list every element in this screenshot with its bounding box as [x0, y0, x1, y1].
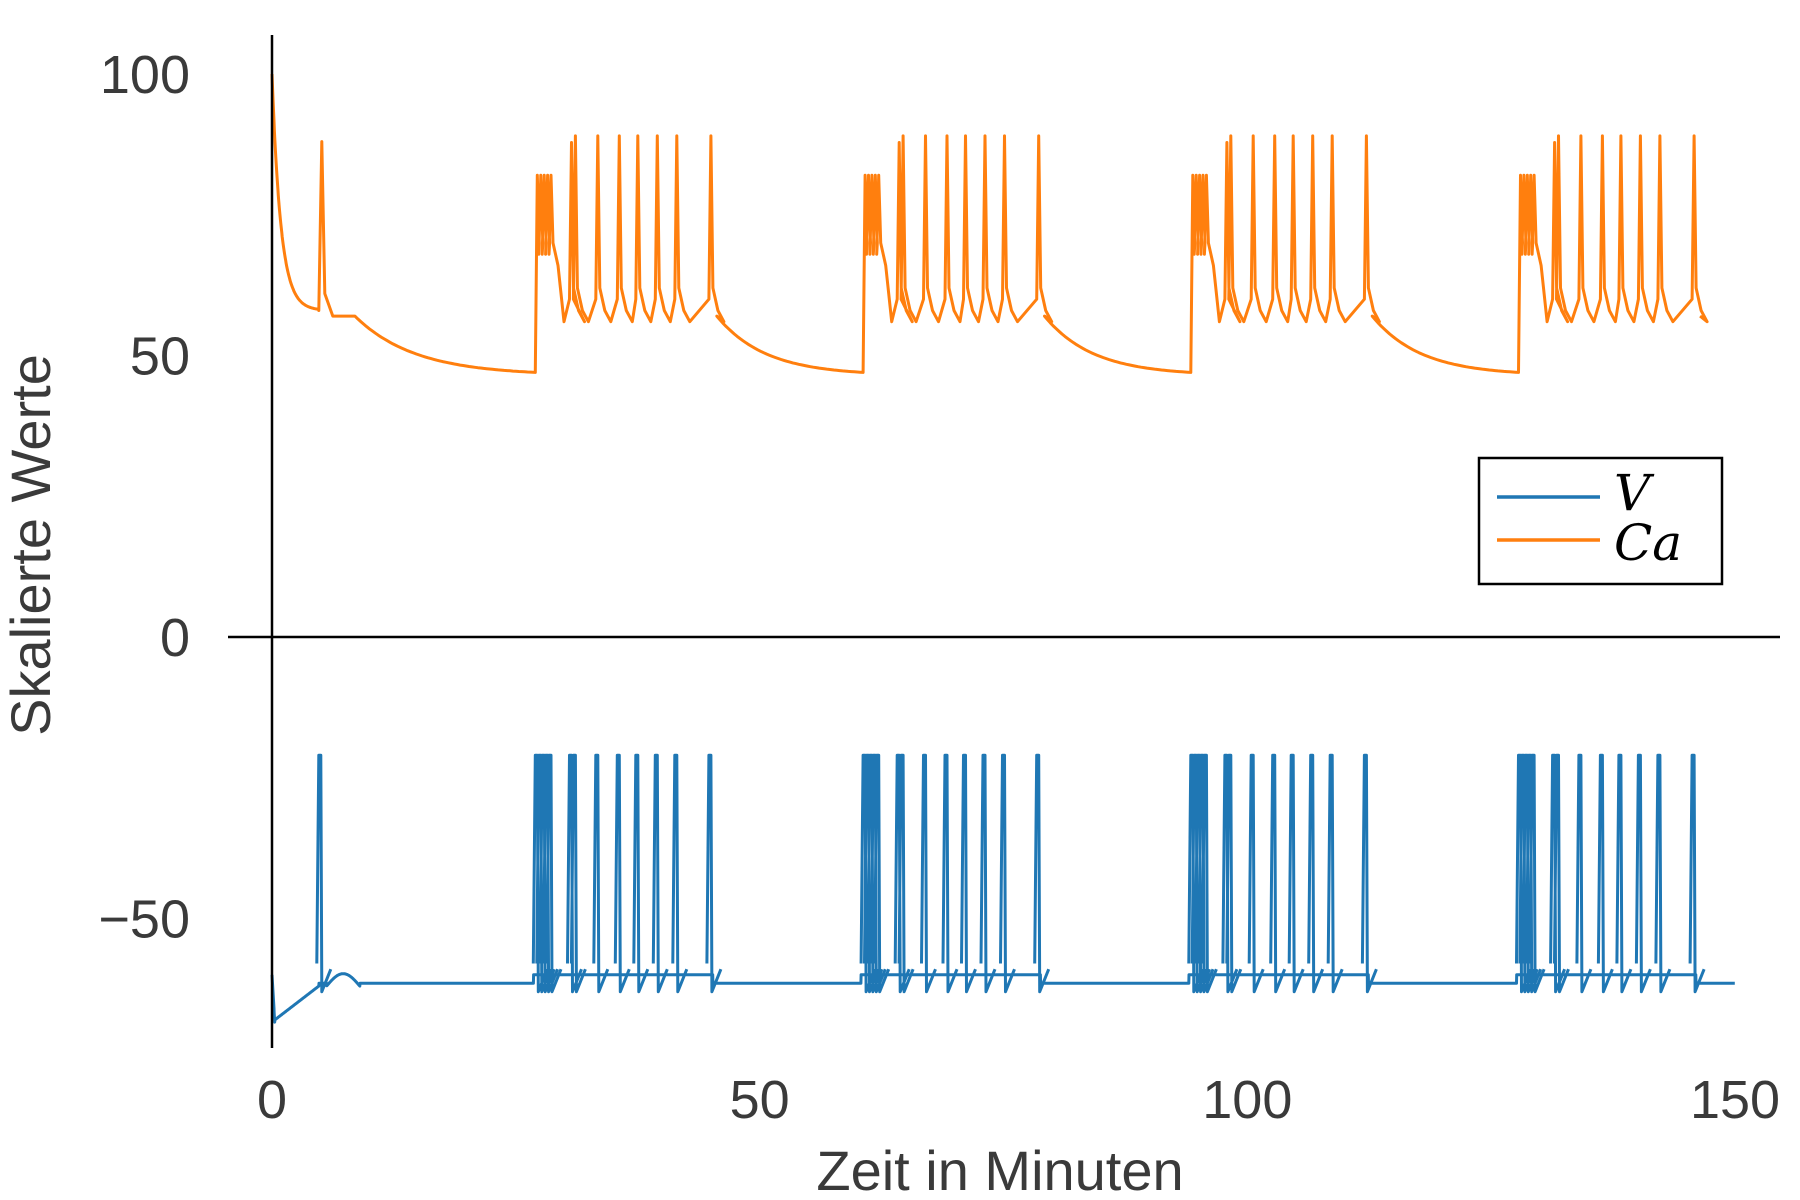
- series-line-ca: [270, 73, 1709, 374]
- x-tick-label: 50: [730, 1070, 790, 1130]
- x-axis-label: Zeit in Minuten: [816, 1139, 1183, 1200]
- y-tick-label: −50: [98, 890, 190, 950]
- y-tick-labels: −50 0 50 100: [98, 45, 190, 950]
- x-tick-label: 150: [1690, 1070, 1780, 1130]
- series-line-v: [270, 753, 1737, 1024]
- x-tick-label: 100: [1202, 1070, 1292, 1130]
- plot-area: [270, 73, 1737, 1024]
- x-tick-labels: 0 50 100 150: [257, 1070, 1780, 1130]
- y-tick-label: 50: [130, 327, 190, 387]
- legend-label-v: V: [1614, 464, 1655, 522]
- legend-box: [1477, 456, 1724, 586]
- y-tick-label: 100: [100, 45, 190, 105]
- legend: V Ca: [1477, 456, 1724, 586]
- y-axis-label: Skalierte Werte: [0, 354, 62, 736]
- x-tick-label: 0: [257, 1070, 287, 1130]
- legend-label-ca: Ca: [1614, 514, 1682, 572]
- y-tick-label: 0: [160, 608, 190, 668]
